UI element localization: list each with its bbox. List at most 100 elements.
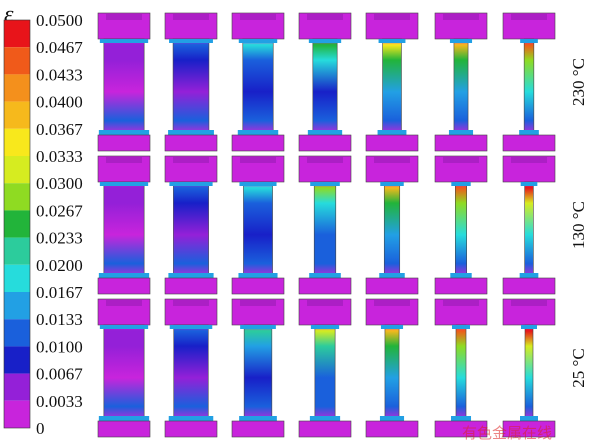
specimen-foot bbox=[434, 134, 488, 152]
specimen-shaft bbox=[523, 38, 535, 136]
specimen-fillet-top bbox=[99, 182, 149, 186]
specimen-fillet-bottom bbox=[238, 273, 278, 278]
specimen-head-shade bbox=[106, 300, 142, 306]
specimen-head bbox=[231, 298, 285, 326]
specimen-shaft bbox=[172, 38, 210, 136]
specimen-head-shade bbox=[240, 14, 276, 20]
legend-swatch bbox=[4, 319, 30, 347]
specimen-foot bbox=[231, 277, 285, 295]
specimen-foot bbox=[298, 420, 352, 438]
legend-swatch bbox=[4, 210, 30, 238]
specimen-head bbox=[434, 298, 488, 326]
specimen-fillet-bottom bbox=[519, 130, 539, 135]
specimen-shaft bbox=[384, 324, 400, 422]
specimen-fillet-top bbox=[520, 182, 538, 186]
specimen-head bbox=[164, 298, 218, 326]
legend-swatch bbox=[4, 101, 30, 129]
specimen-foot bbox=[97, 420, 151, 438]
specimen-head-shade bbox=[307, 300, 343, 306]
specimen-shaft bbox=[312, 38, 338, 136]
legend-tick-label: 0.0367 bbox=[36, 120, 83, 139]
specimen-fillet-bottom bbox=[307, 130, 343, 135]
specimen-fillet-top bbox=[380, 182, 404, 186]
specimen-head-shade bbox=[443, 14, 479, 20]
legend-tick-label: 0.0100 bbox=[36, 337, 83, 356]
specimen-fillet-bottom bbox=[98, 273, 150, 278]
specimen-fillet-bottom bbox=[237, 130, 279, 135]
specimen-foot bbox=[298, 277, 352, 295]
specimen-fillet-top bbox=[238, 39, 278, 43]
legend-tick-label: 0 bbox=[36, 419, 45, 438]
specimen-fillet-bottom bbox=[450, 273, 472, 278]
specimen bbox=[365, 12, 419, 152]
specimen bbox=[164, 298, 218, 438]
specimen-shaft bbox=[524, 324, 534, 422]
specimen-head-shade bbox=[374, 300, 410, 306]
specimen-fillet-bottom bbox=[309, 416, 341, 421]
specimen-fillet-top bbox=[378, 39, 406, 43]
specimen-shaft bbox=[173, 324, 209, 422]
specimen-foot bbox=[365, 134, 419, 152]
specimen-shaft bbox=[103, 181, 145, 279]
legend-swatch bbox=[4, 346, 30, 374]
specimen-head-shade bbox=[374, 157, 410, 163]
legend-tick-label: 0.0033 bbox=[36, 392, 83, 411]
legend-tick-label: 0.0467 bbox=[36, 38, 83, 57]
specimen-fillet-bottom bbox=[377, 130, 407, 135]
specimen-fillet-top bbox=[310, 182, 340, 186]
specimen-grid bbox=[97, 12, 556, 438]
specimen-foot bbox=[97, 277, 151, 295]
legend-swatch bbox=[4, 74, 30, 102]
legend-tick-label: 0.0500 bbox=[36, 11, 83, 30]
specimen bbox=[365, 155, 419, 295]
specimen-fillet-top bbox=[451, 182, 471, 186]
specimen-head-shade bbox=[106, 14, 142, 20]
specimen-head bbox=[434, 155, 488, 183]
specimen bbox=[434, 298, 488, 438]
temperature-label: 130 °C bbox=[569, 201, 588, 249]
specimen bbox=[502, 155, 556, 295]
specimen-fillet-top bbox=[169, 39, 213, 43]
specimen-fillet-bottom bbox=[309, 273, 341, 278]
specimen-foot bbox=[502, 420, 556, 438]
specimen-fillet-bottom bbox=[379, 416, 405, 421]
specimen-fillet-bottom bbox=[448, 130, 474, 135]
legend-tick-label: 0.0400 bbox=[36, 93, 83, 112]
specimen-shaft bbox=[455, 324, 467, 422]
specimen-head-shade bbox=[307, 14, 343, 20]
legend-swatch bbox=[4, 128, 30, 156]
legend-frame bbox=[3, 19, 31, 429]
legend-swatch bbox=[4, 400, 30, 428]
specimen-fillet-top bbox=[239, 182, 277, 186]
specimen-foot bbox=[502, 134, 556, 152]
legend-tick-label: 0.0333 bbox=[36, 147, 83, 166]
specimen-head-shade bbox=[106, 157, 142, 163]
specimen-shaft bbox=[103, 324, 145, 422]
specimen-fillet-bottom bbox=[168, 273, 214, 278]
legend-tick-label: 0.0167 bbox=[36, 283, 83, 302]
specimen bbox=[365, 298, 419, 438]
specimen bbox=[502, 298, 556, 438]
specimen-fillet-top bbox=[451, 325, 471, 329]
specimen-head-shade bbox=[443, 157, 479, 163]
legend-swatch bbox=[4, 292, 30, 320]
watermark-text: 有色金属在线 bbox=[462, 424, 552, 442]
specimen-shaft bbox=[243, 324, 273, 422]
specimen-shaft bbox=[313, 181, 337, 279]
specimen-head bbox=[298, 155, 352, 183]
specimen-foot bbox=[365, 420, 419, 438]
specimen-head-shade bbox=[173, 300, 209, 306]
specimen-foot bbox=[164, 420, 218, 438]
specimen-shaft bbox=[383, 181, 401, 279]
legend-swatch bbox=[4, 47, 30, 75]
specimen-head bbox=[97, 298, 151, 326]
specimen-fillet-top bbox=[99, 325, 149, 329]
legend-tick-label: 0.0433 bbox=[36, 65, 83, 84]
specimen-head bbox=[298, 12, 352, 40]
specimen bbox=[97, 298, 151, 438]
legend-title-symbol: ε bbox=[4, 2, 14, 28]
legend-tick-label: 0.0233 bbox=[36, 229, 83, 248]
specimen-fillet-top bbox=[169, 325, 213, 329]
specimen-fillet-bottom bbox=[379, 273, 405, 278]
